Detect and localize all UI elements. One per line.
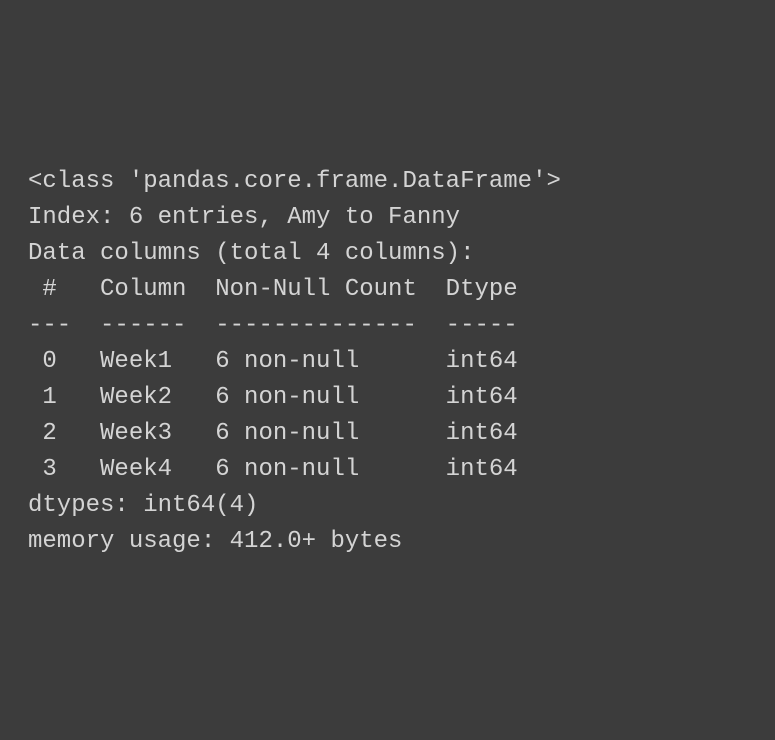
- table-row: 2 Week3 6 non-null int64: [28, 416, 747, 452]
- index-line: Index: 6 entries, Amy to Fanny: [28, 200, 747, 236]
- table-row: 0 Week1 6 non-null int64: [28, 344, 747, 380]
- class-line: <class 'pandas.core.frame.DataFrame'>: [28, 164, 747, 200]
- table-divider: --- ------ -------------- -----: [28, 308, 747, 344]
- dtypes-line: dtypes: int64(4): [28, 488, 747, 524]
- memory-line: memory usage: 412.0+ bytes: [28, 524, 747, 560]
- table-row: 1 Week2 6 non-null int64: [28, 380, 747, 416]
- columns-header: Data columns (total 4 columns):: [28, 236, 747, 272]
- table-header: # Column Non-Null Count Dtype: [28, 272, 747, 308]
- table-row: 3 Week4 6 non-null int64: [28, 452, 747, 488]
